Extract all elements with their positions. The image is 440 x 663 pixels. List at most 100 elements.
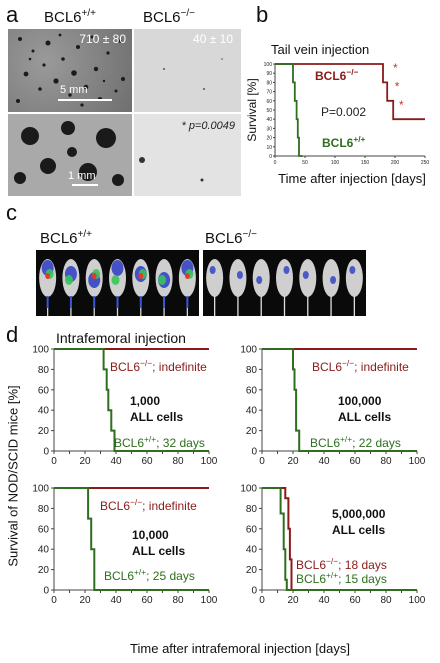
chart-b-pvalue: P=0.002	[321, 105, 366, 119]
x-tick-label: 20	[79, 456, 91, 467]
x-tick-label: 20	[79, 595, 91, 606]
panel-d-ylabel: Survival of NOD/SCID mice [%]	[5, 385, 21, 567]
col1-gene: BCL6	[44, 9, 82, 26]
chart-b-xlabel: Time after injection [days]	[278, 171, 426, 186]
mouse-body	[206, 259, 224, 297]
bioluminescence-hotspot	[91, 273, 97, 279]
bioluminescence-signal	[64, 275, 73, 285]
col2-gene: BCL6	[143, 9, 181, 26]
y-tick-label: 80	[246, 504, 258, 515]
legend-gene: BCL6	[104, 569, 134, 583]
chart-b-ylabel: Survival [%]	[245, 78, 259, 141]
y-tick-label: 20	[38, 426, 50, 437]
y-tick-label: 80	[38, 365, 50, 376]
y-tick-label: 50	[266, 108, 272, 114]
y-tick-label: 90	[266, 71, 272, 77]
y-tick-label: 100	[32, 484, 49, 495]
wt-survival-line	[54, 487, 209, 591]
legend-genotype: +/+	[353, 134, 365, 144]
wt-legend-label: BCL6+/+	[322, 134, 366, 150]
panel-d-xlabel: Time after intrafemoral injection [days]	[130, 641, 350, 656]
legend-gene: BCL6	[100, 499, 130, 513]
bioluminescence-signal	[330, 276, 337, 284]
chart-b-title: Tail vein injection	[271, 42, 369, 57]
wt-survival-line	[275, 63, 303, 157]
colony-photo-ko-low-mag: 40 ± 10	[134, 29, 241, 112]
scale-bar-5mm	[58, 99, 112, 101]
legend-suffix: ; 25 days	[146, 569, 195, 583]
legend-gene: BCL6	[110, 360, 140, 374]
y-tick-label: 0	[251, 447, 257, 458]
y-tick-label: 80	[266, 80, 272, 86]
wt-legend-label: BCL6+/+; 25 days	[104, 567, 195, 583]
legend-gene: BCL6	[114, 436, 144, 450]
y-tick-label: 40	[246, 545, 258, 556]
pvalue-text: p=0.0049	[188, 120, 235, 132]
y-tick-label: 40	[38, 545, 50, 556]
colony-count-wt: 710 ± 80	[79, 32, 126, 46]
bioluminescence-signal	[302, 271, 309, 279]
cell-count-sublabel: ALL cells	[130, 410, 183, 424]
y-tick-label: 60	[38, 524, 50, 535]
bioluminescence-hotspot	[138, 273, 144, 279]
c-right-genotype: −/−	[242, 229, 257, 240]
y-tick-label: 20	[266, 136, 272, 142]
bioluminescence-hotspot	[184, 273, 190, 279]
bioluminescence-image-wt	[36, 250, 199, 316]
x-tick-label: 60	[141, 595, 153, 606]
bioluminescence-hotspot	[45, 273, 51, 279]
legend-genotype: −/−	[130, 497, 142, 507]
scale-label-5mm: 5 mm	[60, 84, 88, 96]
colony-clusters-wt	[14, 121, 124, 186]
ko-legend-label: BCL6−/−; 18 days	[296, 556, 387, 572]
ko-legend-label: BCL6−/−	[315, 67, 359, 83]
c-left-genotype: +/+	[77, 229, 92, 240]
y-tick-label: 20	[246, 426, 258, 437]
x-tick-label: 60	[349, 595, 361, 606]
cell-count-label: 5,000,000	[332, 507, 386, 521]
y-tick-label: 20	[246, 565, 258, 576]
y-tick-label: 20	[38, 565, 50, 576]
wt-survival-line	[262, 487, 417, 591]
x-tick-label: 0	[259, 595, 265, 606]
mouse-body	[229, 259, 247, 297]
legend-suffix: ; indefinite	[354, 360, 409, 374]
x-tick-label: 50	[302, 160, 308, 166]
mouse-body	[345, 259, 363, 297]
y-tick-label: 60	[246, 385, 258, 396]
wt-survival-line	[262, 348, 417, 452]
panel-a-col2-header: BCL6−/−	[143, 8, 195, 26]
mouse-body	[299, 259, 317, 297]
y-tick-label: 80	[246, 365, 258, 376]
legend-gene: BCL6	[322, 136, 354, 150]
x-tick-label: 80	[380, 456, 392, 467]
panel-d-ylabel-wrap: Survival of NOD/SCID mice [%]	[1, 352, 25, 600]
c-right-gene: BCL6	[205, 230, 243, 247]
y-tick-label: 0	[251, 586, 257, 597]
colony-photo-wt-high-mag: 1 mm	[8, 114, 132, 196]
panel-b-label: b	[256, 2, 269, 27]
legend-genotype: −/−	[346, 67, 358, 77]
bioluminescence-signal	[209, 266, 216, 274]
y-tick-label: 60	[38, 385, 50, 396]
x-tick-label: 80	[172, 595, 184, 606]
mouse-body	[276, 259, 293, 297]
legend-suffix: ; indefinite	[142, 499, 197, 513]
wt-legend-label: BCL6+/+; 32 days	[114, 434, 205, 450]
x-tick-label: 100	[201, 456, 218, 467]
ko-legend-label: BCL6−/−; indefinite	[100, 497, 197, 513]
y-tick-label: 40	[246, 406, 258, 417]
cell-count-label: 1,000	[130, 394, 160, 408]
legend-genotype: +/+	[134, 567, 146, 577]
y-tick-label: 0	[269, 154, 272, 160]
x-tick-label: 250	[421, 160, 430, 166]
legend-suffix: ; 32 days	[156, 436, 205, 450]
y-tick-label: 100	[240, 345, 257, 356]
colony-count-ko: 40 ± 10	[193, 32, 233, 46]
y-tick-label: 100	[264, 62, 273, 68]
ko-survival-line	[275, 63, 425, 121]
x-tick-label: 40	[110, 595, 122, 606]
legend-gene: BCL6	[310, 436, 340, 450]
